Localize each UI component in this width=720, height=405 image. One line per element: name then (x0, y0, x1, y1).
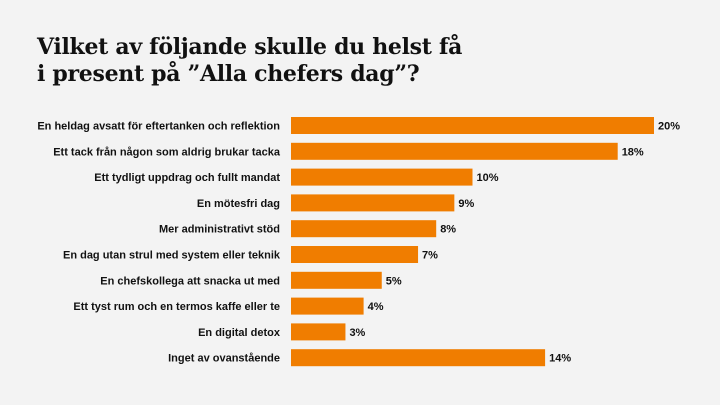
value-label: 10% (477, 172, 499, 184)
category-label: Inget av ovanstående (168, 353, 280, 365)
bar (291, 246, 419, 263)
bar (291, 168, 473, 186)
bar (291, 142, 618, 160)
bar (291, 349, 546, 367)
value-label: 7% (422, 250, 438, 262)
bar (291, 271, 382, 289)
value-label: 8% (440, 224, 456, 236)
value-label: 20% (658, 121, 680, 133)
value-label: 18% (622, 146, 644, 158)
bar (291, 220, 437, 238)
category-label: En dag utan strul med system eller tekni… (63, 250, 281, 262)
category-label: Mer administrativt stöd (159, 224, 280, 236)
category-label: En chefskollega att snacka ut med (100, 275, 280, 287)
bar (291, 297, 364, 315)
category-label: Ett tyst rum och en termos kaffe eller t… (73, 301, 280, 313)
value-label: 3% (349, 327, 365, 339)
bar (291, 194, 455, 212)
category-label: Ett tack från någon som aldrig brukar ta… (53, 146, 281, 158)
bar (291, 117, 654, 134)
category-label: Ett tydligt uppdrag och fullt mandat (94, 172, 280, 184)
value-label: 5% (386, 275, 402, 287)
category-label: En digital detox (198, 327, 281, 339)
value-label: 14% (549, 353, 571, 365)
value-label: 9% (458, 198, 474, 210)
value-label: 4% (368, 301, 384, 313)
category-label: En mötesfri dag (197, 198, 280, 210)
category-label: En heldag avsatt för eftertanken och ref… (37, 121, 280, 133)
bar (291, 323, 346, 341)
chart-title: Vilket av följande skulle du helst få i … (37, 34, 463, 87)
